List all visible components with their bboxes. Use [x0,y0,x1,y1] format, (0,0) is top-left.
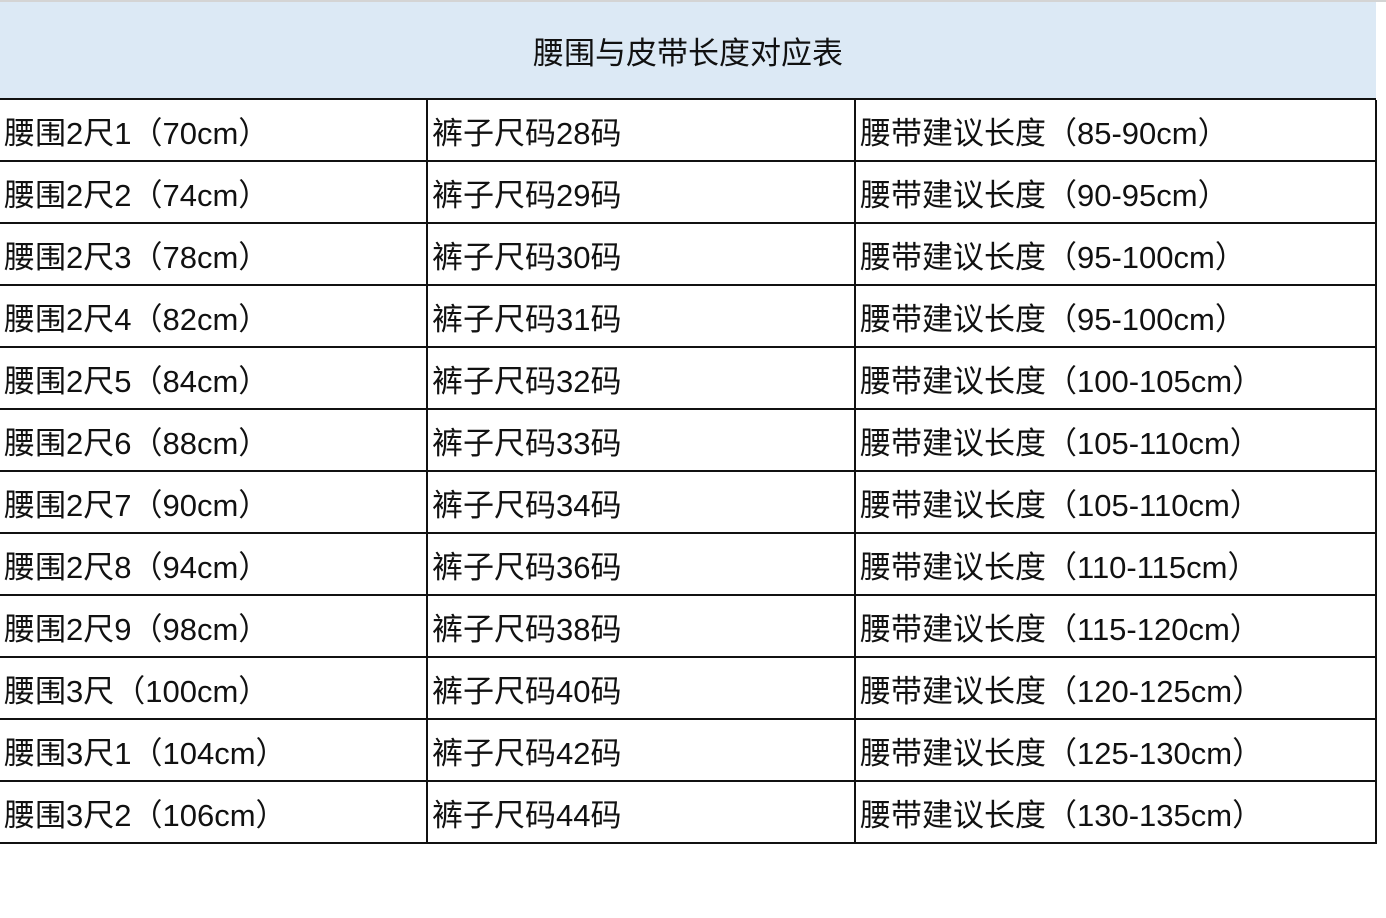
pants-size-cell: 裤子尺码32码 [427,347,856,410]
table-row: 腰围2尺7（90cm） 裤子尺码34码 腰带建议长度（105-110cm） [0,471,1377,534]
waist-cell: 腰围2尺1（70cm） [0,100,428,162]
table-row: 腰围2尺4（82cm） 裤子尺码31码 腰带建议长度（95-100cm） [0,285,1377,348]
waist-cell: 腰围2尺5（84cm） [0,347,428,410]
pants-size-cell: 裤子尺码36码 [427,533,856,596]
pants-size-cell: 裤子尺码28码 [427,100,856,162]
table-row: 腰围2尺2（74cm） 裤子尺码29码 腰带建议长度（90-95cm） [0,161,1377,224]
pants-size-cell: 裤子尺码33码 [427,409,856,472]
pants-size-cell: 裤子尺码30码 [427,223,856,286]
pants-size-cell: 裤子尺码42码 [427,719,856,782]
belt-length-cell: 腰带建议长度（130-135cm） [855,781,1377,844]
waist-cell: 腰围2尺8（94cm） [0,533,428,596]
table-row: 腰围2尺3（78cm） 裤子尺码30码 腰带建议长度（95-100cm） [0,223,1377,286]
waist-cell: 腰围3尺2（106cm） [0,781,428,844]
table-row: 腰围2尺1（70cm） 裤子尺码28码 腰带建议长度（85-90cm） [0,100,1377,162]
waist-cell: 腰围2尺7（90cm） [0,471,428,534]
waist-cell: 腰围2尺6（88cm） [0,409,428,472]
table-row: 腰围2尺5（84cm） 裤子尺码32码 腰带建议长度（100-105cm） [0,347,1377,410]
size-table-sheet: 腰围与皮带长度对应表 腰围2尺1（70cm） 裤子尺码28码 腰带建议长度（85-9… [0,2,1377,844]
waist-cell: 腰围2尺4（82cm） [0,285,428,348]
belt-length-cell: 腰带建议长度（85-90cm） [855,100,1377,162]
table-title: 腰围与皮带长度对应表 [0,2,1376,100]
belt-length-cell: 腰带建议长度（120-125cm） [855,657,1377,720]
belt-length-cell: 腰带建议长度（95-100cm） [855,223,1377,286]
waist-cell: 腰围2尺2（74cm） [0,161,428,224]
table-row: 腰围3尺1（104cm） 裤子尺码42码 腰带建议长度（125-130cm） [0,719,1377,782]
waist-cell: 腰围2尺3（78cm） [0,223,428,286]
pants-size-cell: 裤子尺码29码 [427,161,856,224]
table-row: 腰围3尺2（106cm） 裤子尺码44码 腰带建议长度（130-135cm） [0,781,1377,844]
table-row: 腰围2尺9（98cm） 裤子尺码38码 腰带建议长度（115-120cm） [0,595,1377,658]
pants-size-cell: 裤子尺码31码 [427,285,856,348]
belt-length-cell: 腰带建议长度（115-120cm） [855,595,1377,658]
waist-cell: 腰围3尺1（104cm） [0,719,428,782]
top-divider [0,0,1386,2]
belt-length-cell: 腰带建议长度（90-95cm） [855,161,1377,224]
table-row: 腰围3尺（100cm） 裤子尺码40码 腰带建议长度（120-125cm） [0,657,1377,720]
belt-length-cell: 腰带建议长度（105-110cm） [855,409,1377,472]
table-row: 腰围2尺6（88cm） 裤子尺码33码 腰带建议长度（105-110cm） [0,409,1377,472]
size-table: 腰围2尺1（70cm） 裤子尺码28码 腰带建议长度（85-90cm） 腰围2尺2（7… [0,100,1377,844]
pants-size-cell: 裤子尺码40码 [427,657,856,720]
belt-length-cell: 腰带建议长度（100-105cm） [855,347,1377,410]
waist-cell: 腰围2尺9（98cm） [0,595,428,658]
pants-size-cell: 裤子尺码44码 [427,781,856,844]
belt-length-cell: 腰带建议长度（110-115cm） [855,533,1377,596]
waist-cell: 腰围3尺（100cm） [0,657,428,720]
table-row: 腰围2尺8（94cm） 裤子尺码36码 腰带建议长度（110-115cm） [0,533,1377,596]
belt-length-cell: 腰带建议长度（125-130cm） [855,719,1377,782]
belt-length-cell: 腰带建议长度（95-100cm） [855,285,1377,348]
belt-length-cell: 腰带建议长度（105-110cm） [855,471,1377,534]
pants-size-cell: 裤子尺码38码 [427,595,856,658]
pants-size-cell: 裤子尺码34码 [427,471,856,534]
